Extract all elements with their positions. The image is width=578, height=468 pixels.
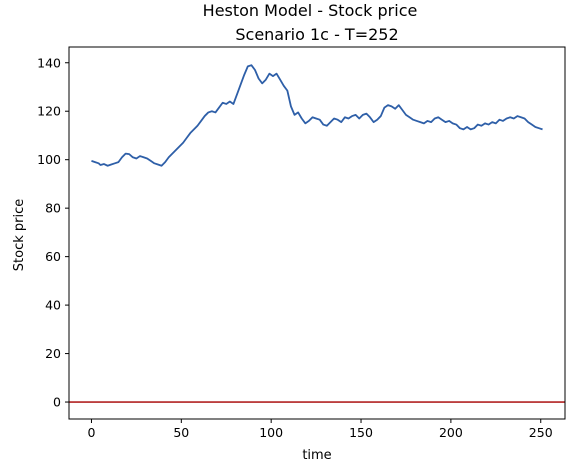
x-tick-label-250: 250	[529, 425, 553, 440]
y-axis: 0 20 40 60 80 100 120 140	[37, 55, 69, 410]
x-tick-label-50: 50	[173, 425, 189, 440]
chart-subtitle: Scenario 1c - T=252	[235, 25, 398, 44]
y-tick-label-60: 60	[45, 249, 61, 264]
y-tick-label-140: 140	[37, 55, 61, 70]
y-tick-label-0: 0	[53, 395, 61, 410]
x-tick-label-0: 0	[87, 425, 95, 440]
plot-background	[69, 47, 565, 419]
y-axis-label: Stock price	[12, 199, 27, 271]
y-tick-label-40: 40	[45, 298, 61, 313]
plot-area	[68, 46, 566, 420]
data-marks	[69, 64, 565, 403]
y-tick-label-120: 120	[37, 104, 61, 119]
x-tick-label-200: 200	[439, 425, 463, 440]
x-axis: 0 50 100 150 200 250	[87, 419, 553, 440]
x-tick-label-100: 100	[259, 425, 283, 440]
y-tick-label-80: 80	[45, 201, 61, 216]
plot-frame	[68, 46, 566, 420]
chart-title: Heston Model - Stock price	[203, 1, 418, 20]
x-axis-label: time	[302, 448, 331, 463]
y-tick-label-100: 100	[37, 152, 61, 167]
x-tick-label-150: 150	[349, 425, 373, 440]
series-line-1	[91, 64, 543, 167]
y-tick-label-20: 20	[45, 346, 61, 361]
